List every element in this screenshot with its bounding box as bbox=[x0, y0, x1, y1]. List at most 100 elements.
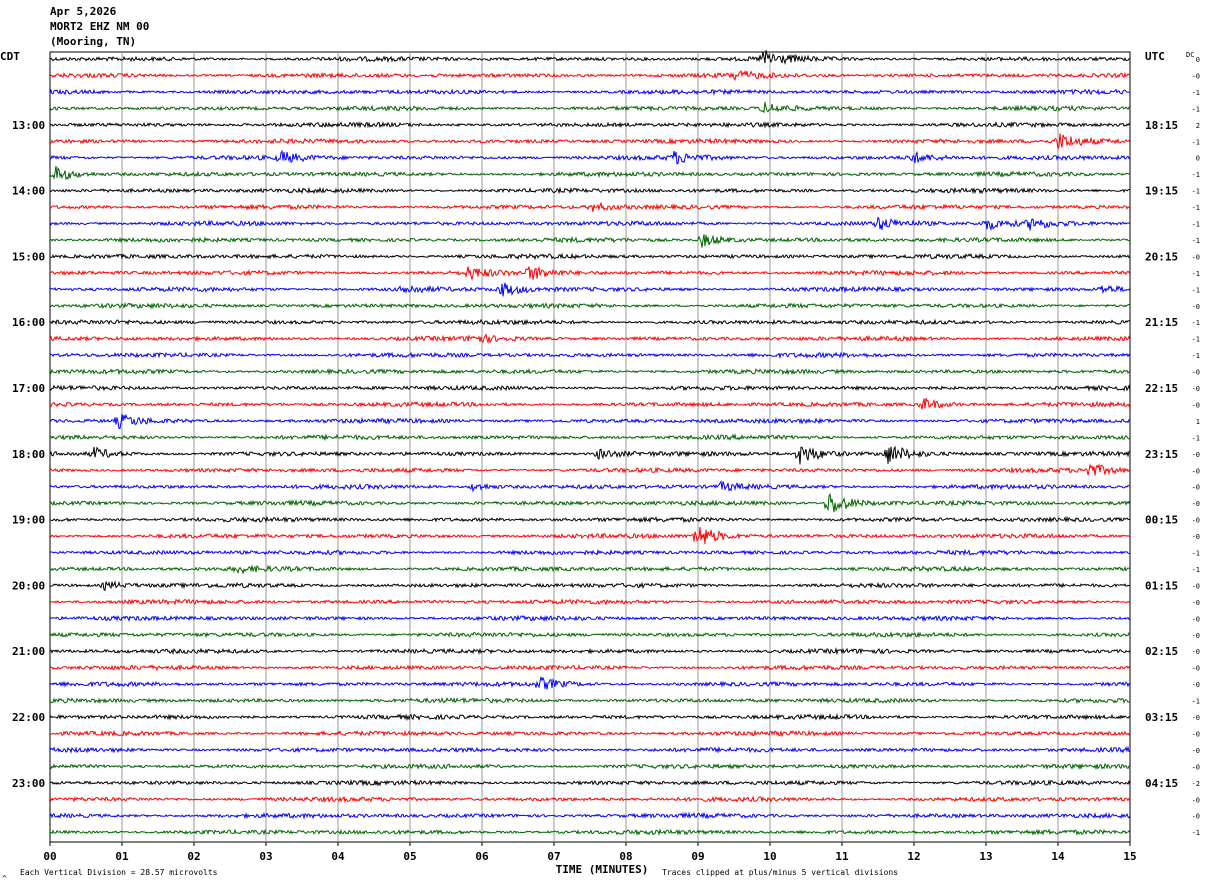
dc-offset-label: 0 bbox=[1196, 155, 1200, 163]
trace-row-23 bbox=[49, 433, 1131, 442]
x-tick-label: 10 bbox=[763, 850, 776, 863]
utc-time-label: 19:15 bbox=[1145, 185, 1178, 198]
dc-offset-label: -0 bbox=[1192, 714, 1200, 722]
dc-offset-label: -1 bbox=[1192, 89, 1200, 97]
dc-offset-label: -1 bbox=[1192, 221, 1200, 229]
trace-row-19 bbox=[49, 367, 1131, 376]
trace-row-27 bbox=[49, 492, 1131, 513]
dc-offset-label: -1 bbox=[1192, 188, 1200, 196]
date-label: Apr 5,2026 bbox=[50, 5, 117, 18]
trace-row-29 bbox=[49, 527, 1131, 545]
x-tick-label: 02 bbox=[187, 850, 200, 863]
cdt-time-label: 13:00 bbox=[12, 119, 45, 132]
utc-axis-label: UTC bbox=[1145, 50, 1165, 63]
x-tick-label: 05 bbox=[403, 850, 416, 863]
trace-row-11 bbox=[49, 234, 1131, 248]
trace-row-4 bbox=[49, 120, 1131, 129]
trace-row-26 bbox=[49, 480, 1131, 493]
utc-time-label: 23:15 bbox=[1145, 448, 1178, 461]
trace-row-12 bbox=[49, 252, 1131, 261]
dc-offset-label: -1 bbox=[1192, 286, 1200, 294]
cdt-time-label: 16:00 bbox=[12, 316, 45, 329]
trace-row-6 bbox=[49, 149, 1131, 165]
dc-offset-label: -1 bbox=[1192, 566, 1200, 574]
utc-time-label: 04:15 bbox=[1145, 777, 1178, 790]
utc-time-label: 22:15 bbox=[1145, 382, 1178, 395]
trace-row-13 bbox=[49, 265, 1131, 281]
dc-offset-label: -1 bbox=[1192, 204, 1200, 212]
trace-row-40 bbox=[49, 713, 1131, 722]
dc-offset-label: -0 bbox=[1192, 303, 1200, 311]
dc-offset-label: -0 bbox=[1192, 582, 1200, 590]
trace-row-0 bbox=[49, 50, 1131, 66]
dc-offset-label: -0 bbox=[1192, 747, 1200, 755]
utc-time-label: 21:15 bbox=[1145, 316, 1178, 329]
x-tick-label: 03 bbox=[259, 850, 272, 863]
dc-offset-label: -1 bbox=[1192, 434, 1200, 442]
utc-time-label: 03:15 bbox=[1145, 711, 1178, 724]
utc-time-label: 18:15 bbox=[1145, 119, 1178, 132]
plot-frame bbox=[49, 51, 1131, 843]
trace-row-43 bbox=[49, 762, 1131, 771]
cdt-time-label: 22:00 bbox=[12, 711, 45, 724]
clip-note: Traces clipped at plus/minus 5 vertical … bbox=[662, 868, 898, 877]
dc-offset-label: -1 bbox=[1192, 171, 1200, 179]
trace-row-45 bbox=[49, 795, 1131, 804]
trace-row-1 bbox=[49, 69, 1131, 82]
trace-row-37 bbox=[49, 664, 1131, 672]
dc-offset-label: -1 bbox=[1192, 105, 1200, 113]
trace-row-17 bbox=[49, 333, 1131, 344]
x-tick-label: 07 bbox=[547, 850, 560, 863]
dc-offset-label: -0 bbox=[1192, 615, 1200, 623]
trace-row-21 bbox=[49, 397, 1131, 410]
dc-offset-label: -1 bbox=[1192, 336, 1200, 344]
location-label: (Mooring, TN) bbox=[50, 35, 137, 48]
trace-row-3 bbox=[49, 101, 1131, 114]
trace-row-15 bbox=[49, 301, 1131, 310]
dc-offset-label: -0 bbox=[1192, 681, 1200, 689]
trace-row-46 bbox=[49, 811, 1131, 820]
utc-time-label: 00:15 bbox=[1145, 514, 1178, 527]
cdt-time-label: 23:00 bbox=[12, 777, 45, 790]
trace-row-32 bbox=[49, 580, 1131, 592]
scale-note: Each Vertical Division = 28.57 microvolt… bbox=[20, 868, 218, 877]
trace-row-42 bbox=[49, 745, 1131, 754]
trace-row-10 bbox=[49, 216, 1131, 232]
dc-axis-label: DC bbox=[1186, 51, 1194, 59]
cdt-time-label: 15:00 bbox=[12, 250, 45, 263]
x-tick-label: 08 bbox=[619, 850, 632, 863]
dc-offset-label: -1 bbox=[1192, 270, 1200, 278]
cdt-time-label: 20:00 bbox=[12, 579, 45, 592]
x-axis-label: TIME (MINUTES) bbox=[556, 863, 649, 876]
dc-offset-label: -0 bbox=[1192, 533, 1200, 541]
trace-row-35 bbox=[49, 630, 1131, 639]
trace-row-8 bbox=[49, 186, 1130, 195]
trace-row-5 bbox=[49, 133, 1131, 151]
trace-row-30 bbox=[49, 548, 1130, 557]
dc-offset-label: -1 bbox=[1192, 138, 1200, 146]
trace-row-18 bbox=[49, 351, 1131, 360]
dc-offset-label: -0 bbox=[1192, 484, 1200, 492]
dc-offset-label: 1 bbox=[1196, 418, 1200, 426]
x-tick-label: 00 bbox=[43, 850, 56, 863]
utc-time-label: 01:15 bbox=[1145, 579, 1178, 592]
x-tick-label: 09 bbox=[691, 850, 704, 863]
trace-row-39 bbox=[49, 696, 1131, 705]
utc-time-label: 02:15 bbox=[1145, 645, 1178, 658]
trace-row-25 bbox=[49, 463, 1131, 476]
x-tick-label: 06 bbox=[475, 850, 489, 863]
cdt-time-label: 21:00 bbox=[12, 645, 45, 658]
dc-offset-label: -0 bbox=[1192, 500, 1200, 508]
x-tick-label: 15 bbox=[1123, 850, 1136, 863]
dc-offset-label: -0 bbox=[1192, 632, 1200, 640]
cdt-time-label: 19:00 bbox=[12, 514, 45, 527]
trace-row-34 bbox=[49, 614, 1131, 623]
station-label: MORT2 EHZ NM 00 bbox=[50, 20, 150, 33]
x-tick-label: 01 bbox=[115, 850, 129, 863]
x-tick-label: 13 bbox=[979, 850, 992, 863]
x-tick-label: 11 bbox=[835, 850, 849, 863]
dc-offset-label: -1 bbox=[1192, 237, 1200, 245]
trace-row-20 bbox=[49, 384, 1131, 392]
utc-time-label: 20:15 bbox=[1145, 250, 1178, 263]
dc-offset-label: -2 bbox=[1192, 780, 1200, 788]
